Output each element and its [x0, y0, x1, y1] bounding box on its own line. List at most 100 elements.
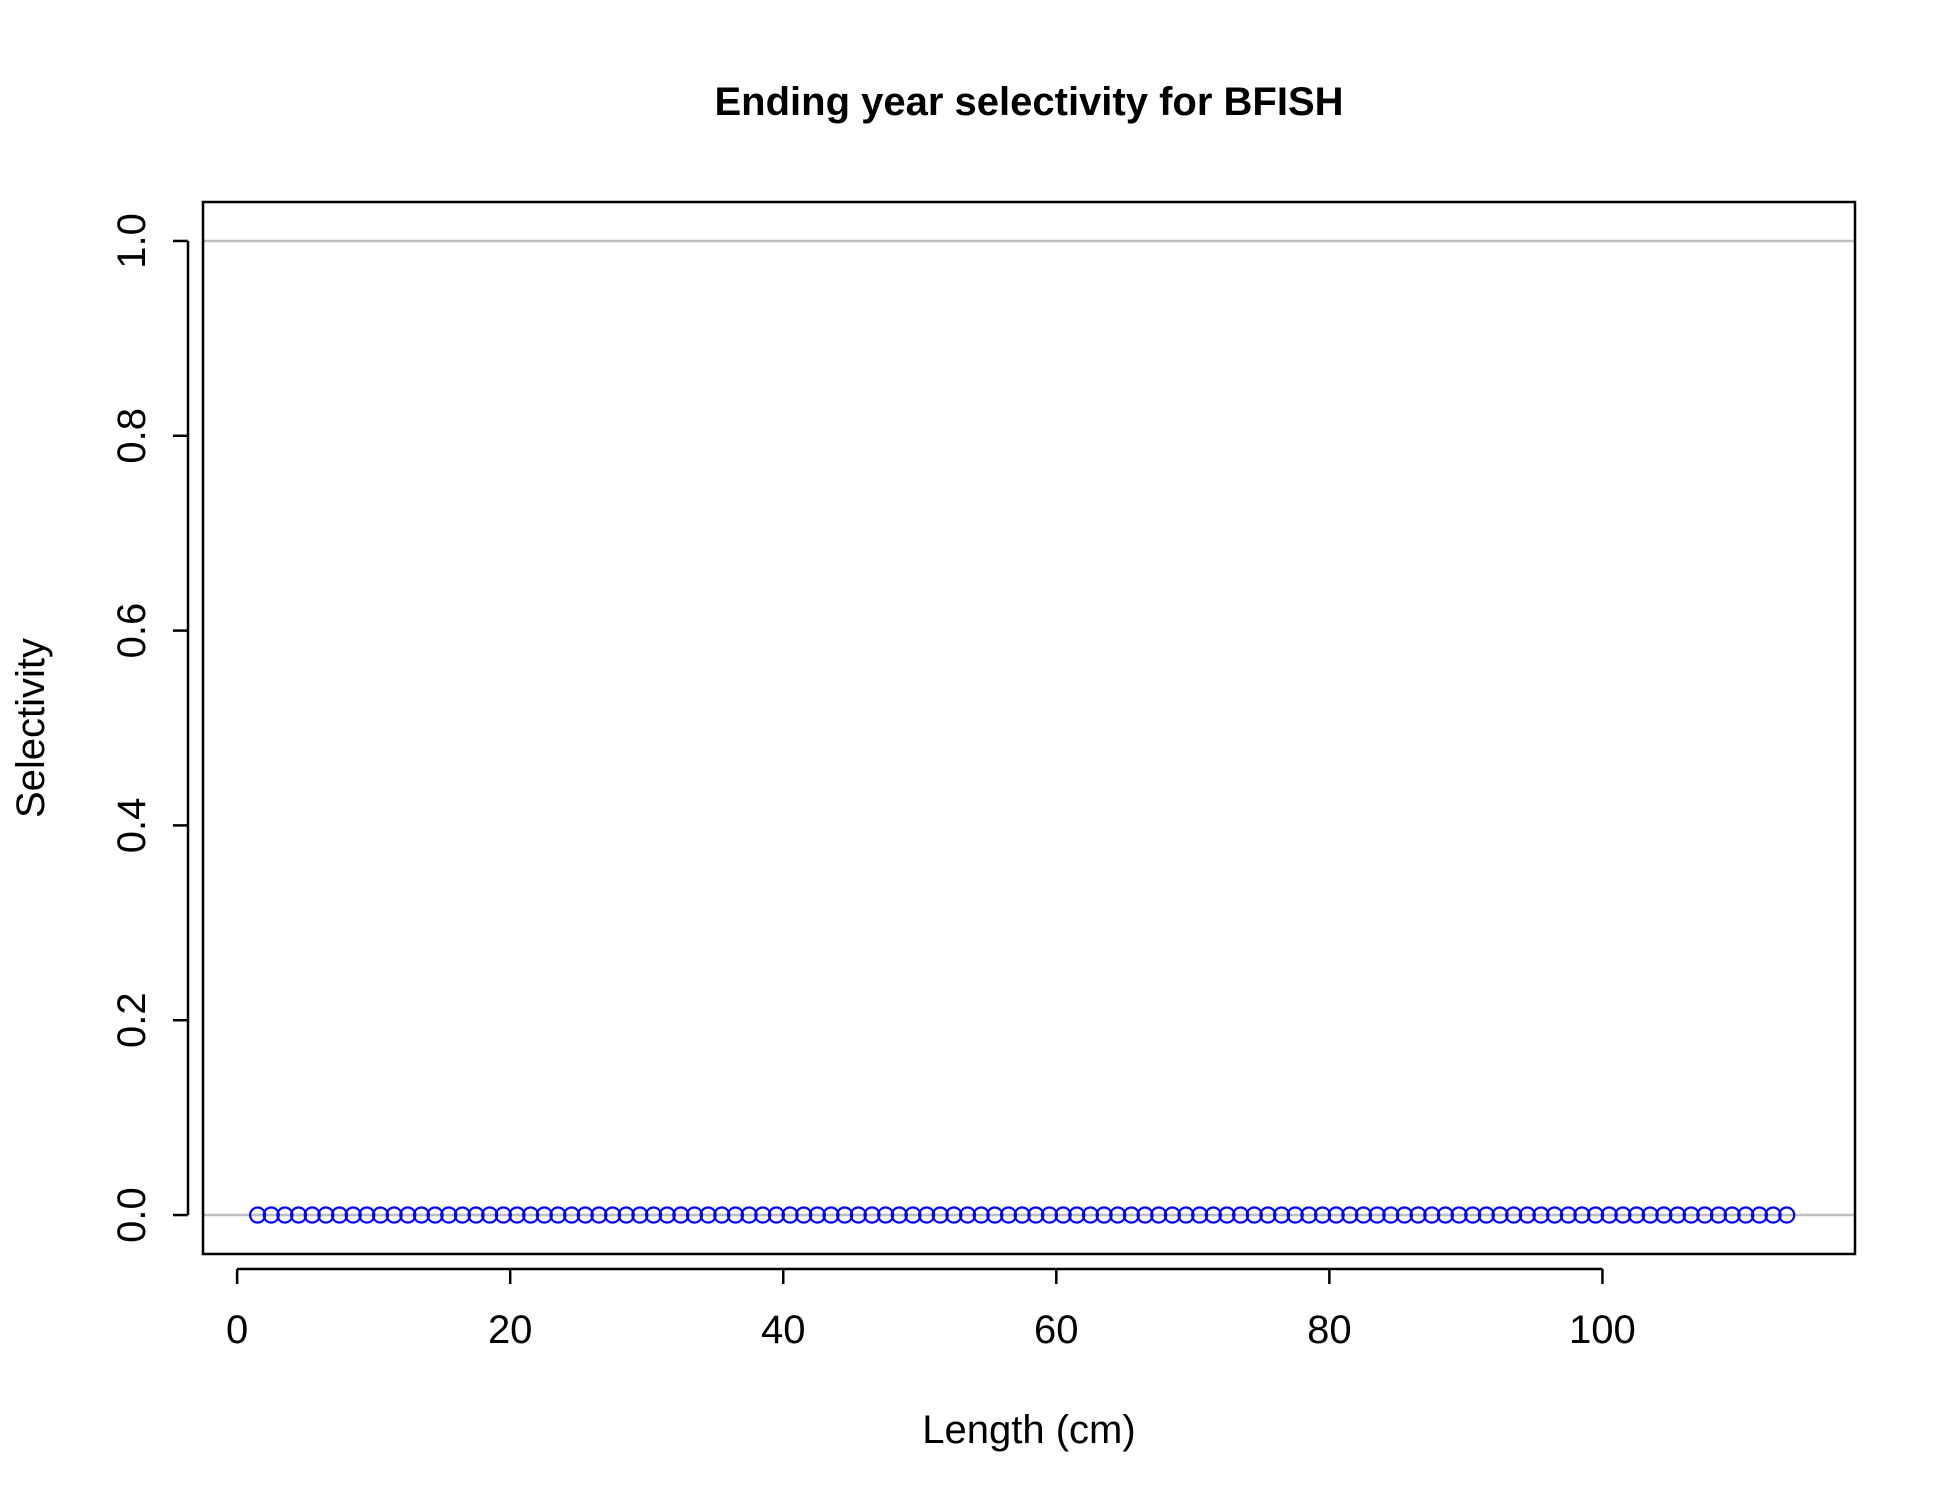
data-point — [1218, 1206, 1236, 1224]
data-point — [999, 1206, 1018, 1224]
y-tick-label: 0.2 — [110, 992, 154, 1048]
data-point — [1150, 1206, 1168, 1224]
data-point — [972, 1206, 990, 1224]
data-point — [508, 1206, 526, 1224]
data-point — [1709, 1206, 1728, 1224]
x-axis: 0 20 40 60 80 100 — [226, 1267, 1636, 1352]
data-point — [685, 1206, 704, 1224]
x-tick-label: 100 — [1569, 1308, 1636, 1352]
data-point — [1682, 1206, 1700, 1224]
data-point — [1068, 1206, 1086, 1224]
data-point — [699, 1206, 717, 1224]
data-point — [726, 1206, 745, 1224]
data-point — [1163, 1206, 1181, 1224]
data-point — [781, 1206, 799, 1224]
data-point — [1532, 1206, 1550, 1224]
data-point — [453, 1206, 472, 1224]
data-point — [481, 1206, 499, 1224]
data-point — [1641, 1206, 1659, 1224]
data-point — [371, 1206, 390, 1224]
data-point — [836, 1206, 854, 1224]
data-point — [1586, 1206, 1605, 1224]
data-point — [330, 1206, 349, 1224]
data-point — [1436, 1206, 1455, 1224]
data-point — [754, 1206, 772, 1224]
data-point — [549, 1206, 567, 1224]
data-point — [276, 1206, 294, 1224]
data-point — [1313, 1206, 1332, 1224]
data-point — [399, 1206, 417, 1224]
data-point — [958, 1206, 977, 1224]
data-point — [1027, 1206, 1045, 1224]
data-point — [918, 1206, 936, 1224]
data-point — [1723, 1206, 1741, 1224]
y-tick-label: 0.0 — [110, 1187, 154, 1243]
data-point — [1177, 1206, 1195, 1224]
y-tick-label: 0.8 — [110, 408, 154, 464]
data-point — [1054, 1206, 1072, 1224]
reference-lines — [203, 239, 1855, 1217]
data-point — [890, 1206, 908, 1224]
data-point — [249, 1206, 267, 1224]
data-point — [1327, 1206, 1345, 1224]
data-point — [1464, 1206, 1482, 1224]
data-point — [262, 1206, 280, 1224]
data-point — [808, 1206, 826, 1224]
data-point — [1750, 1206, 1769, 1224]
data-point — [877, 1206, 895, 1224]
plot-frame — [201, 200, 1857, 1256]
y-axis: 0.0 0.2 0.4 0.6 0.8 1.0 — [110, 213, 190, 1243]
data-point — [713, 1206, 731, 1224]
data-point — [1368, 1206, 1386, 1224]
x-tick-label: 80 — [1307, 1308, 1352, 1352]
data-point — [1109, 1206, 1127, 1224]
data-point — [1423, 1206, 1441, 1224]
data-point — [1573, 1206, 1591, 1224]
data-point — [986, 1206, 1004, 1224]
data-point — [1245, 1206, 1263, 1224]
data-point — [358, 1206, 376, 1224]
data-point — [863, 1206, 881, 1224]
data-point — [1013, 1206, 1031, 1224]
data-point — [945, 1206, 963, 1224]
data-point — [1204, 1206, 1222, 1224]
data-point — [1095, 1206, 1113, 1224]
data-point — [1518, 1206, 1536, 1224]
data-point — [1627, 1206, 1646, 1224]
x-tick-label: 0 — [226, 1308, 248, 1352]
data-point — [440, 1206, 458, 1224]
data-point — [1600, 1206, 1618, 1224]
data-point — [426, 1206, 444, 1224]
data-point — [1668, 1206, 1687, 1224]
data-point — [672, 1206, 690, 1224]
data-point — [385, 1206, 403, 1224]
data-point — [467, 1206, 485, 1224]
data-point — [1040, 1206, 1059, 1224]
data-point — [1491, 1206, 1509, 1224]
data-point — [1764, 1206, 1782, 1224]
data-point — [795, 1206, 813, 1224]
data-point — [344, 1206, 362, 1224]
data-point — [1286, 1206, 1304, 1224]
data-point — [658, 1206, 676, 1224]
data-point — [1696, 1206, 1714, 1224]
data-point — [1354, 1206, 1373, 1224]
data-point — [1136, 1206, 1154, 1224]
data-point — [1450, 1206, 1468, 1224]
data-point — [412, 1206, 431, 1224]
data-point — [317, 1206, 335, 1224]
data-point — [1614, 1206, 1632, 1224]
data-point — [1382, 1206, 1400, 1224]
data-point — [522, 1206, 540, 1224]
data-point — [563, 1206, 581, 1224]
data-point — [1778, 1206, 1796, 1224]
data-point — [1232, 1206, 1250, 1224]
y-tick-label: 1.0 — [110, 213, 154, 269]
data-point — [1559, 1206, 1577, 1224]
x-tick-label: 20 — [488, 1308, 533, 1352]
data-point — [904, 1206, 922, 1224]
data-point — [931, 1206, 949, 1224]
data-point — [822, 1206, 840, 1224]
